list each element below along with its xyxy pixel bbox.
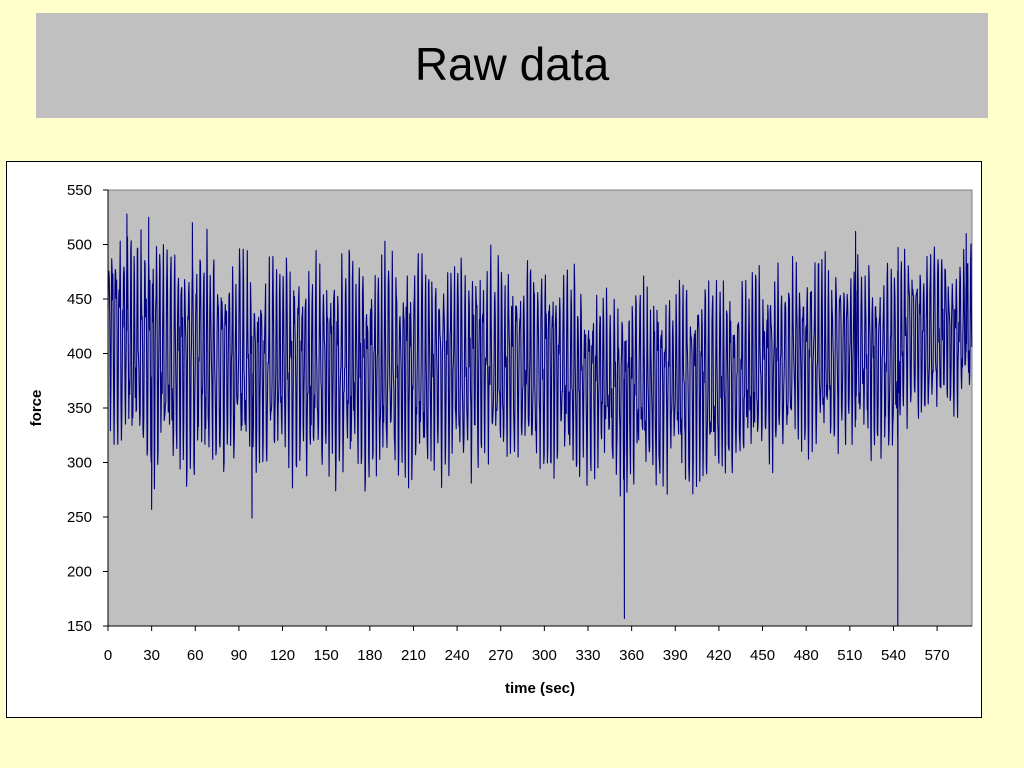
x-tick-label: 300 — [532, 647, 557, 664]
x-tick-label: 450 — [750, 647, 775, 664]
y-tick-label: 400 — [67, 346, 92, 363]
y-tick-label: 450 — [67, 291, 92, 308]
x-axis-title: time (sec) — [505, 680, 575, 697]
x-tick-label: 360 — [619, 647, 644, 664]
y-tick-label: 550 — [67, 182, 92, 199]
y-tick-label: 350 — [67, 400, 92, 417]
x-tick-label: 90 — [231, 647, 248, 664]
x-axis: 0 30 60 90 120 150 180 210 240 270 300 330 360 390 420… — [104, 625, 972, 664]
x-tick-label: 510 — [837, 647, 862, 664]
x-tick-label: 180 — [357, 647, 382, 664]
x-tick-label: 150 — [314, 647, 339, 664]
y-tick-label: 250 — [67, 509, 92, 526]
x-tick-label: 240 — [445, 647, 470, 664]
y-tick-label: 200 — [67, 564, 92, 581]
x-tick-label: 120 — [270, 647, 295, 664]
x-tick-label: 60 — [187, 647, 204, 664]
x-tick-label: 330 — [575, 647, 600, 664]
x-tick-label: 480 — [794, 647, 819, 664]
series-line — [107, 213, 973, 627]
series-group — [107, 213, 973, 627]
chart-frame: 150 200 250 300 350 400 450 500 550 0 30 60 90 120 15… — [6, 161, 982, 718]
x-tick-label: 390 — [663, 647, 688, 664]
y-tick-label: 150 — [67, 618, 92, 635]
x-tick-label: 210 — [401, 647, 426, 664]
x-tick-label: 540 — [881, 647, 906, 664]
line-chart: 150 200 250 300 350 400 450 500 550 0 30 60 90 120 15… — [28, 182, 973, 697]
title-bar: Raw data — [36, 13, 988, 118]
x-tick-label: 270 — [488, 647, 513, 664]
x-tick-label: 0 — [104, 647, 112, 664]
slide-title: Raw data — [414, 37, 610, 90]
x-tick-label: 420 — [706, 647, 731, 664]
y-tick-label: 500 — [67, 237, 92, 254]
y-axis-title: force — [28, 390, 45, 427]
x-tick-label: 570 — [925, 647, 950, 664]
x-tick-label: 30 — [143, 647, 160, 664]
y-axis: 150 200 250 300 350 400 450 500 550 — [67, 182, 109, 635]
y-tick-label: 300 — [67, 455, 92, 472]
